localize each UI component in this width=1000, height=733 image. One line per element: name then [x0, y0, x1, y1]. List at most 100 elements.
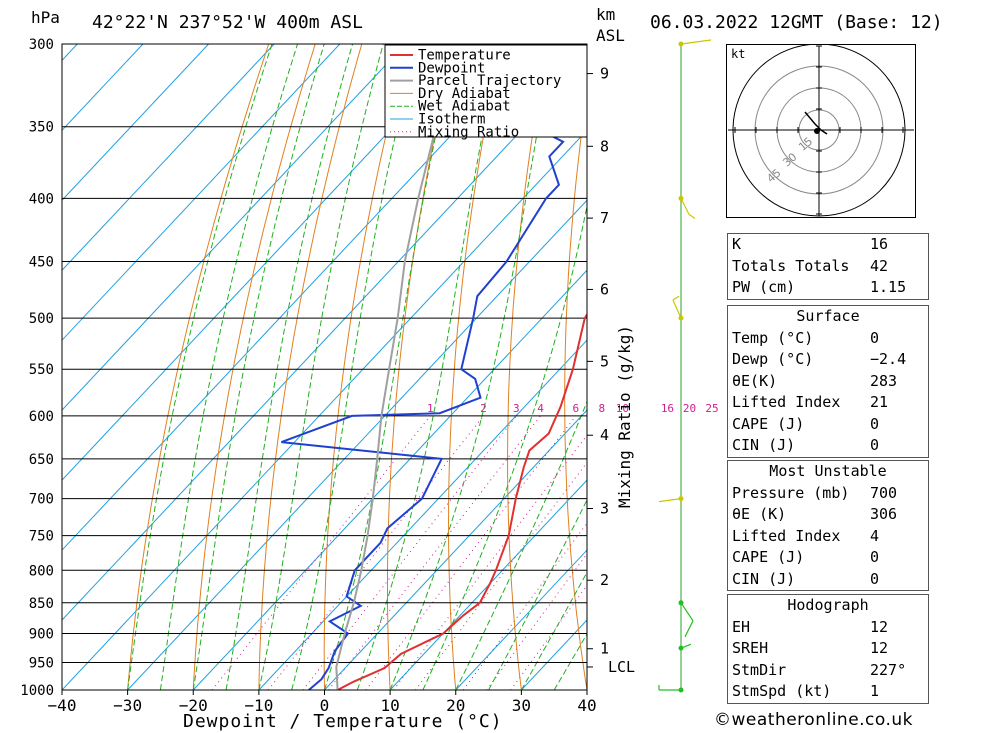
isotherm-line: [62, 129, 587, 690]
pressure-label-350: 350: [29, 120, 54, 136]
dry-adiabat-line: [323, 44, 409, 690]
pressure-label-950: 950: [29, 655, 54, 671]
dry-adiabat-line: [127, 44, 270, 690]
mixing-ratio-label: 2: [480, 402, 487, 415]
most-unstable-label: CIN (J): [732, 569, 796, 588]
x-tick-label: 0: [320, 696, 330, 715]
wind-barb-500: [672, 295, 680, 301]
x-tick-label: 40: [577, 696, 596, 715]
pressure-label-300: 300: [29, 37, 54, 53]
height-label: 5: [600, 352, 609, 370]
pressure-isobars: [62, 43, 587, 691]
x-axis-title: Dewpoint / Temperature (°C): [183, 711, 503, 732]
most-unstable-value: 0: [870, 548, 880, 566]
hodograph-table: Hodograph EH 12 SREH 12 StmDir 227° StmSpd (kt…: [727, 594, 929, 704]
mixing-ratio-line: [328, 415, 541, 690]
mixing-ratio-label: 10: [616, 402, 629, 415]
dry-adiabat-line: [192, 44, 316, 690]
wet-adiabat-line: [192, 44, 325, 690]
wet-adiabat-line: [225, 44, 354, 690]
pressure-label-600: 600: [29, 409, 54, 425]
x-tick-label: 20: [446, 696, 465, 715]
dry-adiabat-line: [966, 44, 1000, 690]
height-unit-asl: ASL: [596, 26, 625, 45]
isotherm-line: [62, 59, 587, 621]
x-tick-label: −20: [179, 696, 208, 715]
isotherm-line: [62, 44, 472, 481]
most-unstable-row: CIN (J) 0: [728, 569, 928, 591]
pressure-label-650: 650: [29, 452, 54, 468]
surface-label: CAPE (J): [732, 414, 805, 433]
most-unstable-label: Lifted Index: [732, 526, 841, 545]
height-label: 8: [600, 137, 609, 155]
x-tick-label: 10: [380, 696, 399, 715]
index-label: K: [732, 235, 742, 253]
x-tick-label: −30: [113, 696, 142, 715]
surface-row: Dewp (°C) −2.4: [728, 349, 928, 371]
most-unstable-row: CAPE (J) 0: [728, 547, 928, 569]
wind-barb-400: [680, 198, 690, 215]
hodograph-stat-label: SREH: [732, 639, 769, 657]
height-label: 6: [600, 280, 609, 298]
copyright[interactable]: ©weatheronline.co.uk: [714, 710, 914, 730]
surface-row: Lifted Index 21: [728, 392, 928, 414]
height-label: 9: [600, 65, 609, 83]
most-unstable-row: Pressure (mb) 700: [728, 483, 928, 505]
wet-adiabat-line: [520, 571, 587, 690]
dry-adiabat-line: [564, 88, 587, 690]
height-unit-km: km: [596, 5, 615, 24]
pressure-label-450: 450: [29, 255, 54, 271]
isotherm-line: [324, 409, 587, 690]
wet-adiabat-line: [422, 203, 587, 690]
pressure-label-750: 750: [29, 529, 54, 545]
pressure-label-800: 800: [29, 563, 54, 579]
height-label: 7: [600, 209, 609, 227]
hodograph-trace: [804, 111, 828, 135]
hodograph-table-title: Hodograph: [787, 596, 869, 614]
pressure-label-400: 400: [29, 191, 54, 207]
mixing-ratio-label: 16: [661, 402, 674, 415]
isotherm-line: [62, 44, 341, 341]
surface-value: 0: [870, 414, 880, 433]
most-unstable-label: θE (K): [732, 505, 787, 523]
wet-adiabat-line: [291, 44, 418, 690]
isotherm-line: [0, 44, 12, 690]
isotherm-line: [127, 199, 587, 690]
dry-adiabat-line: [447, 44, 502, 690]
parcel-trajectory-line: [335, 44, 459, 690]
mixing-ratio-label: 3: [513, 402, 520, 415]
surface-value: 283: [870, 371, 898, 390]
isotherm-line: [62, 44, 275, 271]
date-title: 06.03.2022 12GMT (Base: 12): [650, 12, 943, 33]
dry-adiabat-line: [920, 44, 1000, 690]
surface-label: Lifted Index: [732, 393, 841, 411]
legend-label: Mixing Ratio: [418, 124, 519, 140]
storm-motion-dot: [814, 128, 820, 134]
most-unstable-row: θE (K) 306: [728, 504, 928, 526]
surface-value: 0: [870, 328, 880, 347]
isotherm-line: [62, 44, 209, 201]
mixing-ratio-line: [510, 584, 587, 690]
hodograph-stat-row: StmDir 227°: [728, 660, 928, 682]
wind-barb-500: [672, 299, 682, 319]
legend-label: Dry Adiabat: [418, 86, 511, 102]
hodograph-stat-row: SREH 12: [728, 638, 928, 660]
mixing-ratio-label: 25: [705, 402, 718, 415]
x-tick-label: 30: [512, 696, 531, 715]
mixing-ratio-label: 1: [427, 402, 434, 415]
height-label: LCL: [608, 658, 635, 676]
surface-row: CIN (J) 0: [728, 435, 928, 457]
surface-label: Dewp (°C): [732, 350, 814, 368]
most-unstable-value: 306: [870, 505, 898, 523]
wind-barb-700: [658, 498, 682, 503]
isotherm-line: [192, 269, 587, 690]
dry-adiabat-line: [674, 44, 719, 690]
mixing-ratio-line: [302, 415, 517, 690]
height-label: 1: [600, 640, 609, 658]
dewpoint-line: [281, 44, 565, 690]
dry-adiabat-line: [258, 44, 363, 690]
hodograph-stat-value: 1: [870, 682, 880, 700]
x-tick-label: −10: [244, 696, 273, 715]
